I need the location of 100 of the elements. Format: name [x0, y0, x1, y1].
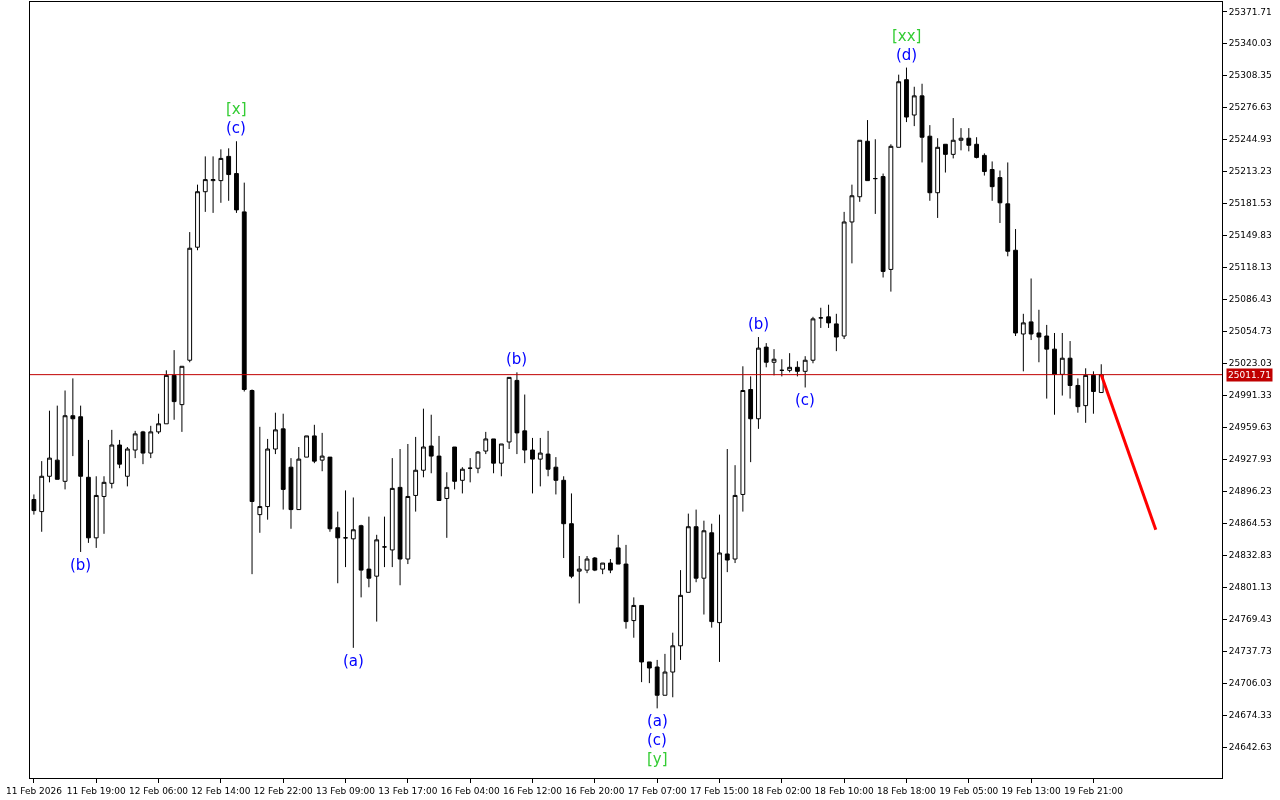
candlestick [818, 307, 824, 329]
candlestick [522, 394, 528, 464]
candlestick [865, 119, 870, 182]
candlestick [171, 349, 177, 421]
candlestick [452, 446, 458, 490]
candlestick [1013, 228, 1018, 337]
x-tick-label: 17 Feb 15:00 [689, 785, 750, 796]
y-tick-label: 25371.71 [1228, 6, 1272, 17]
candlestick [896, 74, 902, 148]
candlestick [491, 438, 496, 474]
candlestick [685, 513, 691, 593]
candlestick [1020, 313, 1026, 372]
candlestick [280, 413, 286, 511]
candlestick [763, 342, 769, 368]
y-tick-label: 25118.13 [1228, 262, 1272, 273]
x-tick-label: 12 Feb 06:00 [129, 785, 189, 796]
y-tick-label: 25308.35 [1228, 70, 1272, 81]
y-tick-label: 24642.63 [1228, 742, 1272, 753]
candlestick [794, 360, 800, 377]
candlestick [880, 173, 886, 278]
candlestick [374, 534, 380, 623]
x-tick-label: 16 Feb 04:00 [440, 785, 500, 796]
y-tick-label: 24737.73 [1228, 646, 1272, 657]
candlestick [553, 456, 559, 495]
annotation: (d) [896, 46, 918, 64]
y-tick-label: 25149.83 [1228, 230, 1272, 241]
annotation: (c) [647, 731, 667, 749]
candlestick [717, 514, 722, 663]
candlestick [86, 439, 91, 544]
y-tick-label: 24959.63 [1228, 422, 1272, 433]
candlestick [802, 355, 808, 388]
candlestick [132, 430, 138, 459]
candlestick [639, 604, 644, 683]
candlestick [569, 492, 574, 579]
candlestick [179, 365, 185, 433]
candlestick [413, 436, 419, 513]
candlestick [997, 170, 1003, 224]
candlestick [904, 67, 909, 123]
x-tick-label: 16 Feb 12:00 [502, 785, 563, 796]
y-tick-label: 24991.33 [1228, 390, 1272, 401]
annotation: (c) [795, 391, 815, 409]
annotation: (a) [343, 652, 364, 670]
y-tick-label: 25276.63 [1228, 102, 1272, 113]
candlestick [93, 475, 99, 549]
candlestick [1036, 309, 1042, 363]
candlestick [343, 489, 348, 568]
candlestick [249, 389, 255, 575]
candlestick [974, 136, 979, 159]
candlestick [779, 358, 785, 377]
x-tick-label: 18 Feb 18:00 [876, 785, 937, 796]
candlestick [654, 659, 660, 709]
candlestick [156, 413, 161, 435]
candlestick [117, 439, 122, 469]
candlestick [1075, 377, 1081, 414]
y-tick-label: 25213.23 [1228, 166, 1272, 177]
candlestick [1005, 161, 1011, 257]
annotation: (c) [226, 119, 246, 137]
candlestick [608, 558, 613, 574]
candlestick [958, 127, 964, 151]
candlestick [771, 348, 777, 376]
candlestick [693, 509, 699, 583]
candlestick [950, 117, 956, 159]
candlestick [148, 425, 154, 459]
candlestick [405, 443, 411, 565]
candlestick [841, 211, 847, 340]
candlestick [989, 160, 995, 202]
x-tick-label: 16 Feb 20:00 [565, 785, 625, 796]
candlestick [124, 446, 130, 487]
candlestick [943, 143, 948, 174]
candlestick [421, 408, 426, 478]
candlestick [833, 313, 839, 352]
candlestick [787, 352, 793, 373]
candlestick [646, 661, 652, 684]
x-tick-label: 13 Feb 09:00 [316, 785, 376, 796]
candlestick [498, 443, 504, 477]
candlestick [397, 448, 403, 586]
x-tick-label: 19 Feb 13:00 [1001, 785, 1061, 796]
candlestick [576, 555, 582, 604]
x-tick-label: 19 Feb 21:00 [1063, 785, 1124, 796]
candlestick [358, 524, 364, 598]
candlestick [327, 456, 333, 533]
candlestick [163, 369, 169, 425]
annotation: (b) [506, 350, 528, 368]
annotation: [x] [226, 100, 247, 118]
y-tick-label: 24927.93 [1228, 454, 1272, 465]
candlestick [935, 137, 941, 219]
candlestick [366, 516, 372, 588]
candlestick [966, 127, 972, 152]
candlestick [78, 405, 84, 553]
candlestick [600, 562, 606, 575]
y-tick-label: 24674.33 [1228, 710, 1272, 721]
candlestick [210, 155, 216, 214]
candlestick [296, 446, 302, 511]
x-tick-label: 19 Feb 05:00 [939, 785, 999, 796]
candlestick [428, 414, 434, 474]
candlestick [459, 466, 465, 494]
candlestick [561, 475, 567, 559]
y-tick-label: 24769.43 [1228, 614, 1272, 625]
candlestick [202, 155, 208, 213]
candlestick [350, 496, 356, 649]
